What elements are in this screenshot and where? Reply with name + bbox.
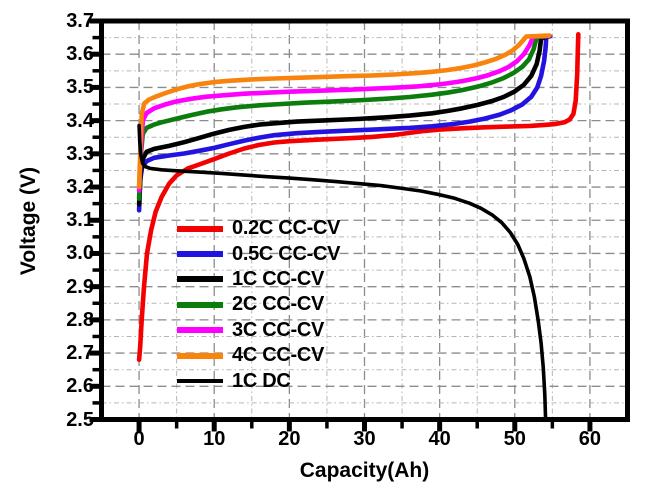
x-tick-label: 50 — [503, 428, 526, 450]
y-tick-label: 3.2 — [66, 176, 94, 199]
legend-swatch-line — [177, 225, 223, 232]
y-tick-label: 2.5 — [66, 408, 94, 431]
y-tick-label: 2.9 — [66, 275, 94, 298]
legend-item: 0.2C CC-CV — [177, 216, 340, 241]
legend-item-label: 0.5C CC-CV — [232, 242, 341, 265]
series-line-6 — [137, 123, 548, 422]
series-line-2 — [136, 34, 550, 207]
y-tick-label: 2.6 — [66, 375, 94, 398]
legend-item: 0.5C CC-CV — [177, 241, 340, 266]
series-line-3 — [136, 33, 551, 201]
x-tick-label: 0 — [133, 428, 145, 450]
x-axis-title: Capacity(Ah) — [299, 459, 430, 482]
legend-item-label: 3C CC-CV — [232, 318, 325, 341]
plot-frame — [99, 18, 630, 422]
legend-swatch-line — [177, 276, 223, 283]
x-tick-label: 20 — [278, 428, 301, 450]
legend-item-label: 0.2C CC-CV — [232, 217, 341, 240]
series-line-4 — [136, 33, 551, 193]
legend-item: 2C CC-CV — [177, 292, 340, 317]
y-axis-title: Voltage (V) — [17, 166, 40, 276]
legend-item-label: 4C CC-CV — [232, 344, 325, 367]
legend-item: 1C DC — [177, 368, 340, 393]
x-tick-label: 10 — [203, 428, 226, 450]
y-tick-label: 3.6 — [66, 43, 94, 66]
legend-swatch-line — [177, 352, 223, 359]
x-tick-label: 30 — [353, 428, 376, 450]
y-tick-label: 2.8 — [66, 308, 94, 331]
legend-item-label: 2C CC-CV — [232, 293, 325, 316]
x-tick-label: 60 — [578, 428, 602, 450]
legend-item-label: 1C CC-CV — [232, 267, 325, 290]
y-tick-label: 3.3 — [66, 142, 94, 165]
y-tick-label: 3.0 — [66, 242, 94, 265]
y-tick-label: 3.1 — [66, 209, 94, 232]
series-line-1 — [136, 33, 553, 213]
legend-swatch-line — [177, 251, 223, 258]
y-tick-label: 3.4 — [66, 109, 94, 132]
y-tick-label: 2.7 — [66, 342, 94, 365]
legend-swatch-line — [177, 379, 223, 384]
legend-item: 4C CC-CV — [177, 343, 340, 368]
legend-item: 3C CC-CV — [177, 318, 340, 343]
x-tick-label: 40 — [428, 428, 451, 450]
y-tick-label: 3.7 — [66, 10, 94, 32]
legend-item-label: 1C DC — [232, 369, 291, 392]
series-line-5 — [136, 33, 552, 190]
y-tick-label: 3.5 — [66, 76, 94, 99]
series-line-0 — [136, 31, 581, 363]
legend-swatch-line — [177, 301, 223, 308]
legend-item: 1C CC-CV — [177, 267, 340, 292]
legend-swatch-line — [177, 327, 223, 334]
legend: 0.2C CC-CV 0.5C CC-CV 1C CC-CV 2C CC-CV 3C C… — [177, 216, 340, 394]
